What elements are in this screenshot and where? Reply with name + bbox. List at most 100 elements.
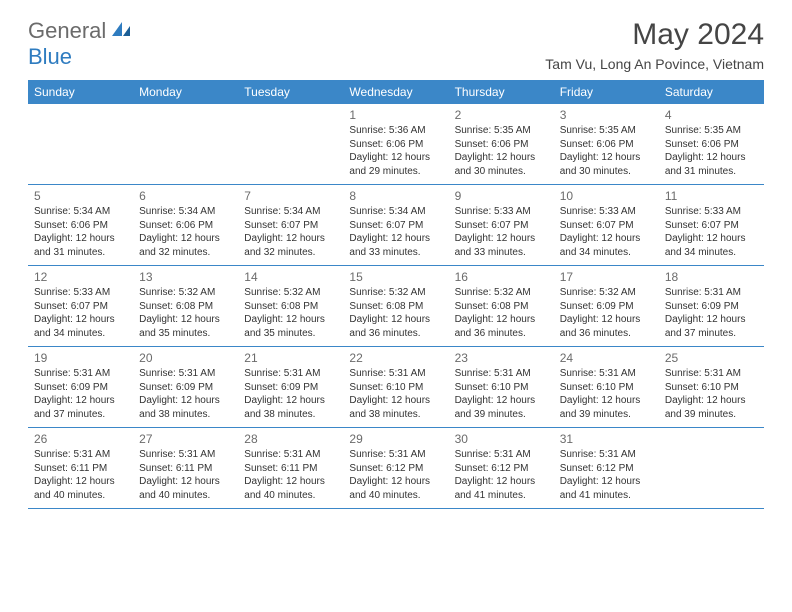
dow-cell: Friday bbox=[554, 80, 659, 104]
day-detail: Sunrise: 5:31 AMSunset: 6:10 PMDaylight:… bbox=[455, 367, 548, 421]
page-header: General May 2024 Tam Vu, Long An Povince… bbox=[0, 0, 792, 80]
day-cell: 22 Sunrise: 5:31 AMSunset: 6:10 PMDayligh… bbox=[343, 347, 448, 427]
day-cell: 31Sunrise: 5:31 AMSunset: 6:12 PMDayligh… bbox=[554, 428, 659, 508]
day-cell: 1 Sunrise: 5:36 AMSunset: 6:06 PMDaylight… bbox=[343, 104, 448, 184]
dow-cell: Monday bbox=[133, 80, 238, 104]
calendar: SundayMondayTuesdayWednesdayThursdayFrid… bbox=[0, 80, 792, 509]
day-cell: 17Sunrise: 5:32 AMSunset: 6:09 PMDayligh… bbox=[554, 266, 659, 346]
day-number: 12 bbox=[34, 270, 127, 284]
week-row: 5 Sunrise: 5:34 AMSunset: 6:06 PMDaylight… bbox=[28, 185, 764, 266]
day-number: 2 bbox=[455, 108, 548, 122]
dow-cell: Wednesday bbox=[343, 80, 448, 104]
dow-cell: Saturday bbox=[659, 80, 764, 104]
weeks-container: 1 Sunrise: 5:36 AMSunset: 6:06 PMDaylight… bbox=[28, 104, 764, 509]
day-cell: 2 Sunrise: 5:35 AMSunset: 6:06 PMDaylight… bbox=[449, 104, 554, 184]
day-detail: Sunrise: 5:34 AMSunset: 6:06 PMDaylight:… bbox=[34, 205, 127, 259]
day-number: 10 bbox=[560, 189, 653, 203]
day-detail: Sunrise: 5:31 AMSunset: 6:10 PMDaylight:… bbox=[560, 367, 653, 421]
day-detail: Sunrise: 5:31 AMSunset: 6:09 PMDaylight:… bbox=[244, 367, 337, 421]
dow-cell: Sunday bbox=[28, 80, 133, 104]
day-cell: 15 Sunrise: 5:32 AMSunset: 6:08 PMDayligh… bbox=[343, 266, 448, 346]
dow-cell: Tuesday bbox=[238, 80, 343, 104]
day-detail: Sunrise: 5:31 AMSunset: 6:11 PMDaylight:… bbox=[244, 448, 337, 502]
day-number: 5 bbox=[34, 189, 127, 203]
day-number: 30 bbox=[455, 432, 548, 446]
day-cell: 20 Sunrise: 5:31 AMSunset: 6:09 PMDayligh… bbox=[133, 347, 238, 427]
day-number: 29 bbox=[349, 432, 442, 446]
day-number: 26 bbox=[34, 432, 127, 446]
logo-text-blue: Blue bbox=[28, 44, 72, 69]
week-row: 12 Sunrise: 5:33 AMSunset: 6:07 PMDayligh… bbox=[28, 266, 764, 347]
day-number: 17 bbox=[560, 270, 653, 284]
day-detail: Sunrise: 5:31 AMSunset: 6:11 PMDaylight:… bbox=[139, 448, 232, 502]
day-cell: 30Sunrise: 5:31 AMSunset: 6:12 PMDayligh… bbox=[449, 428, 554, 508]
day-detail: Sunrise: 5:31 AMSunset: 6:09 PMDaylight:… bbox=[139, 367, 232, 421]
day-cell: 13 Sunrise: 5:32 AMSunset: 6:08 PMDayligh… bbox=[133, 266, 238, 346]
day-cell: 14 Sunrise: 5:32 AMSunset: 6:08 PMDayligh… bbox=[238, 266, 343, 346]
day-detail: Sunrise: 5:34 AMSunset: 6:06 PMDaylight:… bbox=[139, 205, 232, 259]
day-number: 21 bbox=[244, 351, 337, 365]
day-cell: 27Sunrise: 5:31 AMSunset: 6:11 PMDayligh… bbox=[133, 428, 238, 508]
day-detail: Sunrise: 5:35 AMSunset: 6:06 PMDaylight:… bbox=[455, 124, 548, 178]
day-detail: Sunrise: 5:32 AMSunset: 6:08 PMDaylight:… bbox=[244, 286, 337, 340]
day-number: 1 bbox=[349, 108, 442, 122]
day-number: 6 bbox=[139, 189, 232, 203]
day-detail: Sunrise: 5:33 AMSunset: 6:07 PMDaylight:… bbox=[665, 205, 758, 259]
day-number: 16 bbox=[455, 270, 548, 284]
location-text: Tam Vu, Long An Povince, Vietnam bbox=[545, 56, 764, 72]
day-number: 24 bbox=[560, 351, 653, 365]
day-detail: Sunrise: 5:31 AMSunset: 6:09 PMDaylight:… bbox=[665, 286, 758, 340]
day-number: 15 bbox=[349, 270, 442, 284]
day-number: 20 bbox=[139, 351, 232, 365]
day-number: 19 bbox=[34, 351, 127, 365]
day-cell: 28 Sunrise: 5:31 AMSunset: 6:11 PMDayligh… bbox=[238, 428, 343, 508]
day-number: 13 bbox=[139, 270, 232, 284]
day-number: 14 bbox=[244, 270, 337, 284]
day-number: 28 bbox=[244, 432, 337, 446]
day-cell: 7Sunrise: 5:34 AMSunset: 6:07 PMDaylight… bbox=[238, 185, 343, 265]
day-number: 4 bbox=[665, 108, 758, 122]
day-number: 11 bbox=[665, 189, 758, 203]
day-cell: 25Sunrise: 5:31 AMSunset: 6:10 PMDayligh… bbox=[659, 347, 764, 427]
day-number: 22 bbox=[349, 351, 442, 365]
day-cell: 9 Sunrise: 5:33 AMSunset: 6:07 PMDaylight… bbox=[449, 185, 554, 265]
day-detail: Sunrise: 5:35 AMSunset: 6:06 PMDaylight:… bbox=[665, 124, 758, 178]
day-cell: 4 Sunrise: 5:35 AMSunset: 6:06 PMDaylight… bbox=[659, 104, 764, 184]
day-cell: 16Sunrise: 5:32 AMSunset: 6:08 PMDayligh… bbox=[449, 266, 554, 346]
day-cell: 29 Sunrise: 5:31 AMSunset: 6:12 PMDayligh… bbox=[343, 428, 448, 508]
dow-cell: Thursday bbox=[449, 80, 554, 104]
day-cell: 21 Sunrise: 5:31 AMSunset: 6:09 PMDayligh… bbox=[238, 347, 343, 427]
day-cell: 19Sunrise: 5:31 AMSunset: 6:09 PMDayligh… bbox=[28, 347, 133, 427]
day-detail: Sunrise: 5:31 AMSunset: 6:10 PMDaylight:… bbox=[349, 367, 442, 421]
day-cell bbox=[28, 104, 133, 184]
day-cell: 8 Sunrise: 5:34 AMSunset: 6:07 PMDaylight… bbox=[343, 185, 448, 265]
day-cell: 5 Sunrise: 5:34 AMSunset: 6:06 PMDaylight… bbox=[28, 185, 133, 265]
day-cell: 24 Sunrise: 5:31 AMSunset: 6:10 PMDayligh… bbox=[554, 347, 659, 427]
day-cell: 23Sunrise: 5:31 AMSunset: 6:10 PMDayligh… bbox=[449, 347, 554, 427]
logo: General bbox=[28, 18, 134, 44]
day-cell bbox=[238, 104, 343, 184]
day-detail: Sunrise: 5:31 AMSunset: 6:11 PMDaylight:… bbox=[34, 448, 127, 502]
day-number: 9 bbox=[455, 189, 548, 203]
week-row: 19 Sunrise: 5:31 AMSunset: 6:09 PMDayligh… bbox=[28, 347, 764, 428]
day-number: 8 bbox=[349, 189, 442, 203]
day-detail: Sunrise: 5:32 AMSunset: 6:08 PMDaylight:… bbox=[349, 286, 442, 340]
day-number: 25 bbox=[665, 351, 758, 365]
day-detail: Sunrise: 5:31 AMSunset: 6:12 PMDaylight:… bbox=[349, 448, 442, 502]
day-number: 18 bbox=[665, 270, 758, 284]
day-detail: Sunrise: 5:33 AMSunset: 6:07 PMDaylight:… bbox=[455, 205, 548, 259]
day-cell bbox=[133, 104, 238, 184]
day-detail: Sunrise: 5:36 AMSunset: 6:06 PMDaylight:… bbox=[349, 124, 442, 178]
day-number: 31 bbox=[560, 432, 653, 446]
logo-text-general: General bbox=[28, 18, 106, 44]
day-number: 3 bbox=[560, 108, 653, 122]
day-cell bbox=[659, 428, 764, 508]
day-detail: Sunrise: 5:32 AMSunset: 6:08 PMDaylight:… bbox=[139, 286, 232, 340]
day-detail: Sunrise: 5:34 AMSunset: 6:07 PMDaylight:… bbox=[349, 205, 442, 259]
title-block: May 2024 Tam Vu, Long An Povince, Vietna… bbox=[545, 18, 764, 72]
day-detail: Sunrise: 5:34 AMSunset: 6:07 PMDaylight:… bbox=[244, 205, 337, 259]
day-detail: Sunrise: 5:33 AMSunset: 6:07 PMDaylight:… bbox=[560, 205, 653, 259]
day-cell: 18 Sunrise: 5:31 AMSunset: 6:09 PMDayligh… bbox=[659, 266, 764, 346]
day-detail: Sunrise: 5:33 AMSunset: 6:07 PMDaylight:… bbox=[34, 286, 127, 340]
day-cell: 11 Sunrise: 5:33 AMSunset: 6:07 PMDayligh… bbox=[659, 185, 764, 265]
